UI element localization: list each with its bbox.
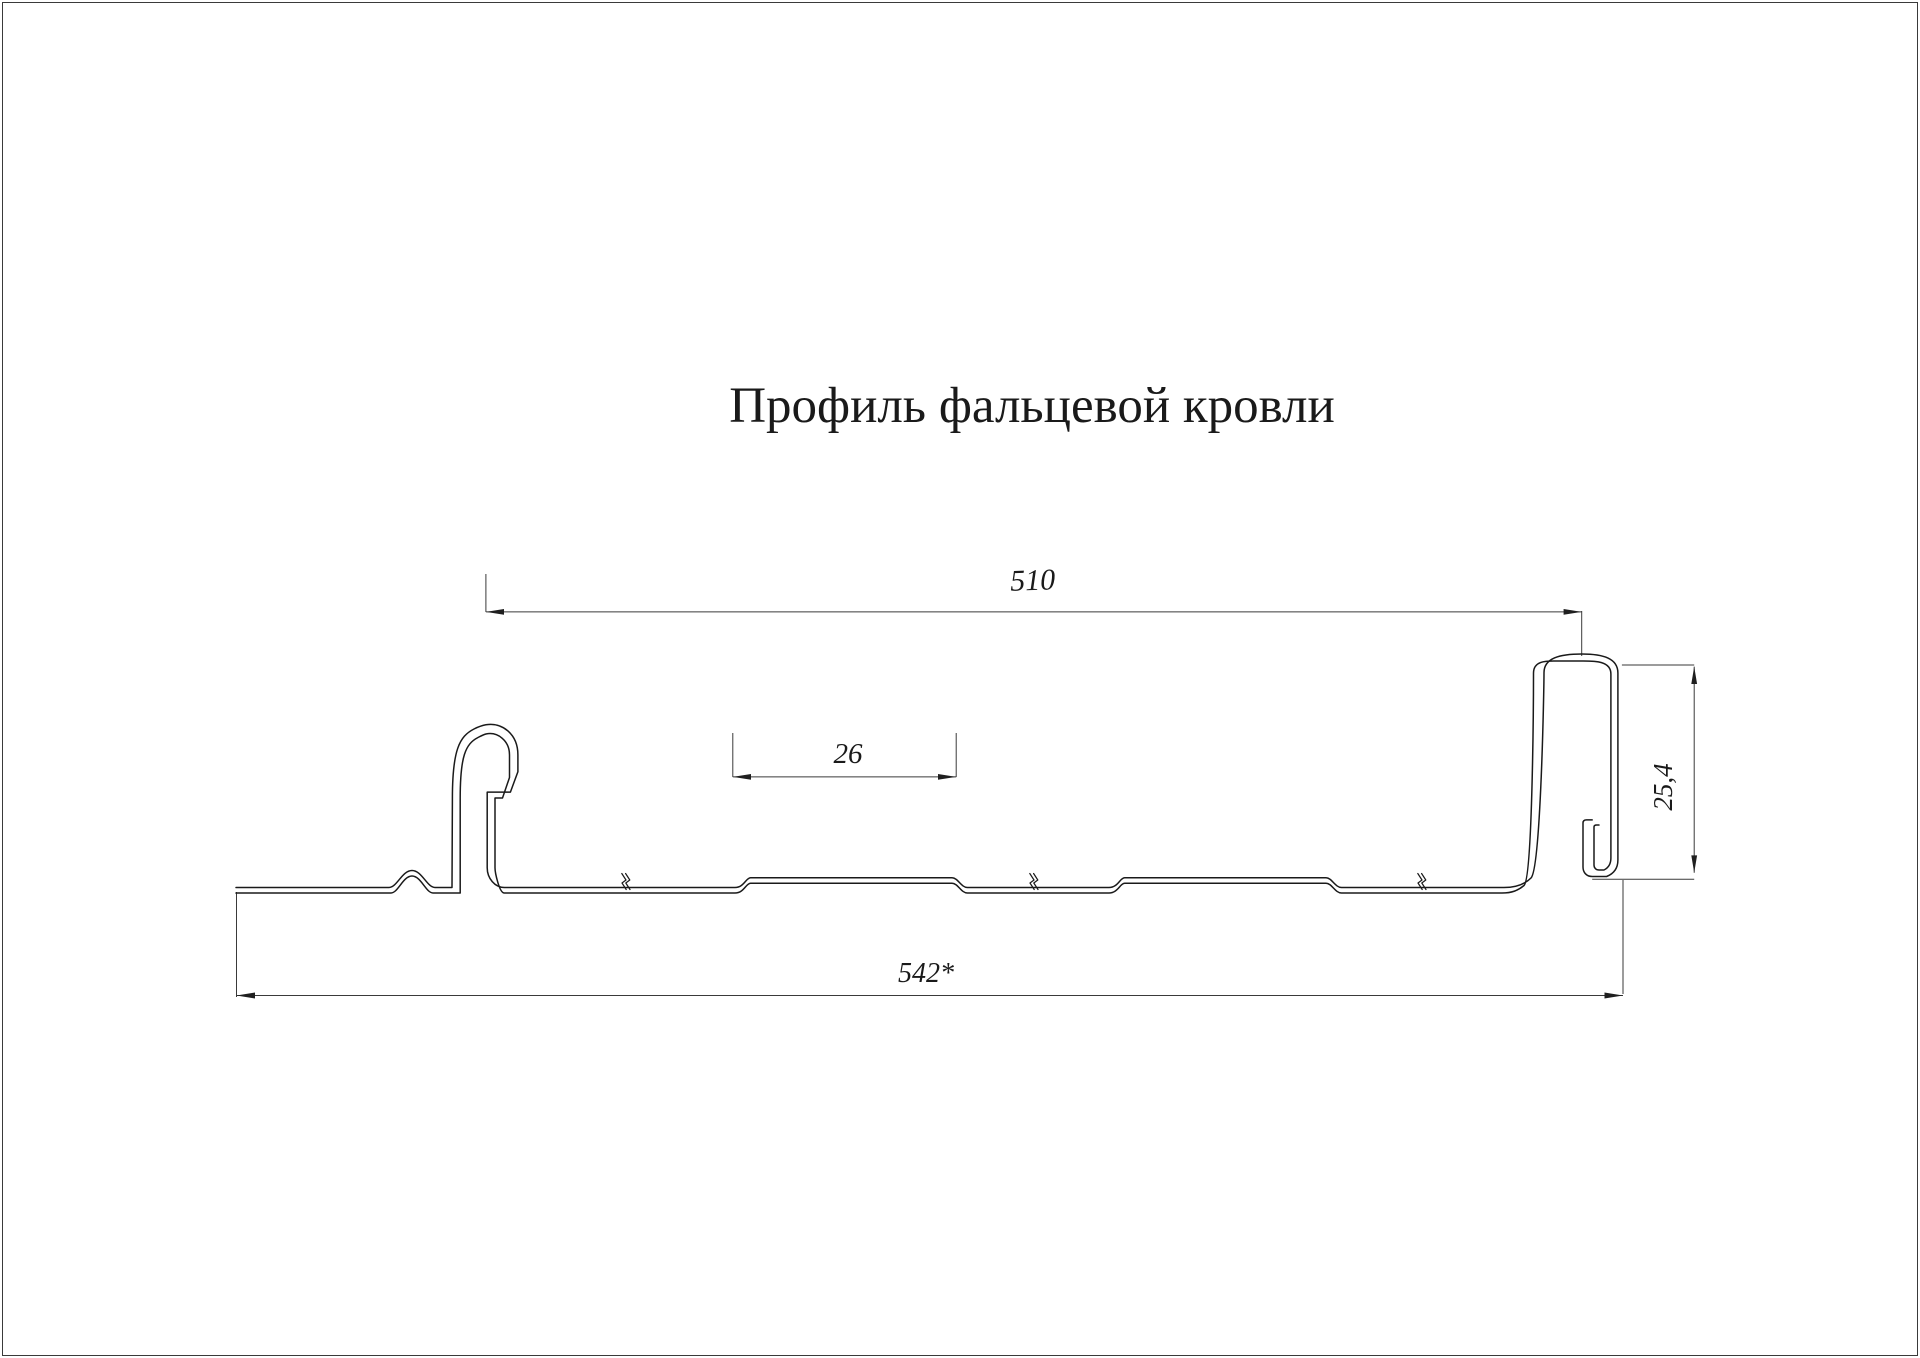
- svg-text:26: 26: [834, 738, 864, 770]
- svg-text:Профиль фальцевой кровли: Профиль фальцевой кровли: [729, 378, 1335, 434]
- svg-text:25,4: 25,4: [1648, 763, 1678, 810]
- svg-text:510: 510: [1010, 563, 1056, 598]
- svg-text:542*: 542*: [898, 958, 954, 989]
